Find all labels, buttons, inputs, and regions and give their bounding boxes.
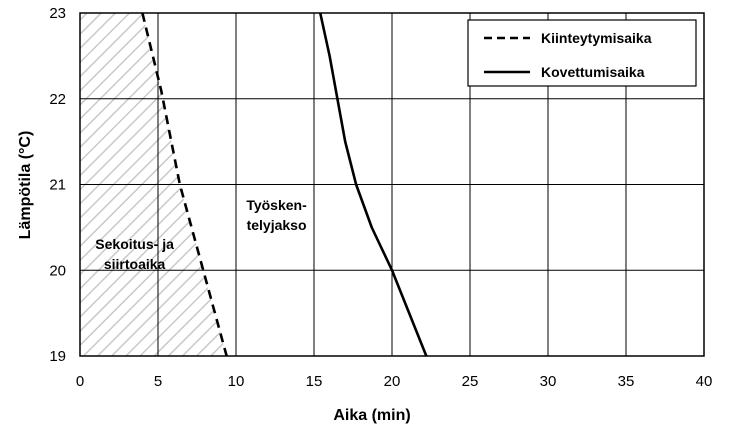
y-tick-label: 23 [49,5,66,22]
x-tick-label: 10 [228,373,245,390]
legend-label-2: Kovettumisaika [541,64,645,80]
y-tick-label: 20 [49,262,66,279]
x-tick-label: 0 [76,373,84,390]
x-axis-label: Aika (min) [333,407,410,424]
plot-frame [79,12,705,357]
y-axis-label: Lämpötila (°C) [17,131,34,240]
x-tick-label: 5 [154,373,162,390]
x-tick-label: 25 [462,373,479,390]
legend-box [467,19,697,87]
annotations: Sekoitus- ja siirtoaika Työsken-telyjakso [95,197,307,272]
annotation-working: telyjakso [247,217,307,233]
legend: Kiinteytymisaika Kovettumisaika [467,19,697,87]
x-tick-label: 40 [696,373,713,390]
legend-label-1: Kiinteytymisaika [541,30,652,46]
y-tick-label: 21 [49,177,66,194]
y-tick-labels: 19 20 21 22 23 [49,5,66,365]
series-line-2 [318,13,428,356]
series-line-1 [141,13,228,356]
x-tick-label: 30 [540,373,557,390]
y-tick-label: 19 [49,348,66,365]
x-tick-labels: 0 5 10 15 20 25 30 35 40 [76,373,713,390]
annotation-working: Työsken- [246,197,307,213]
x-tick-label: 35 [618,373,635,390]
annotation-mixing: Sekoitus- ja [95,236,174,252]
series-group [141,13,428,356]
annotation-mixing: siirtoaika [104,256,166,272]
x-tick-label: 15 [306,373,323,390]
y-tick-label: 22 [49,91,66,108]
x-tick-label: 20 [384,373,401,390]
